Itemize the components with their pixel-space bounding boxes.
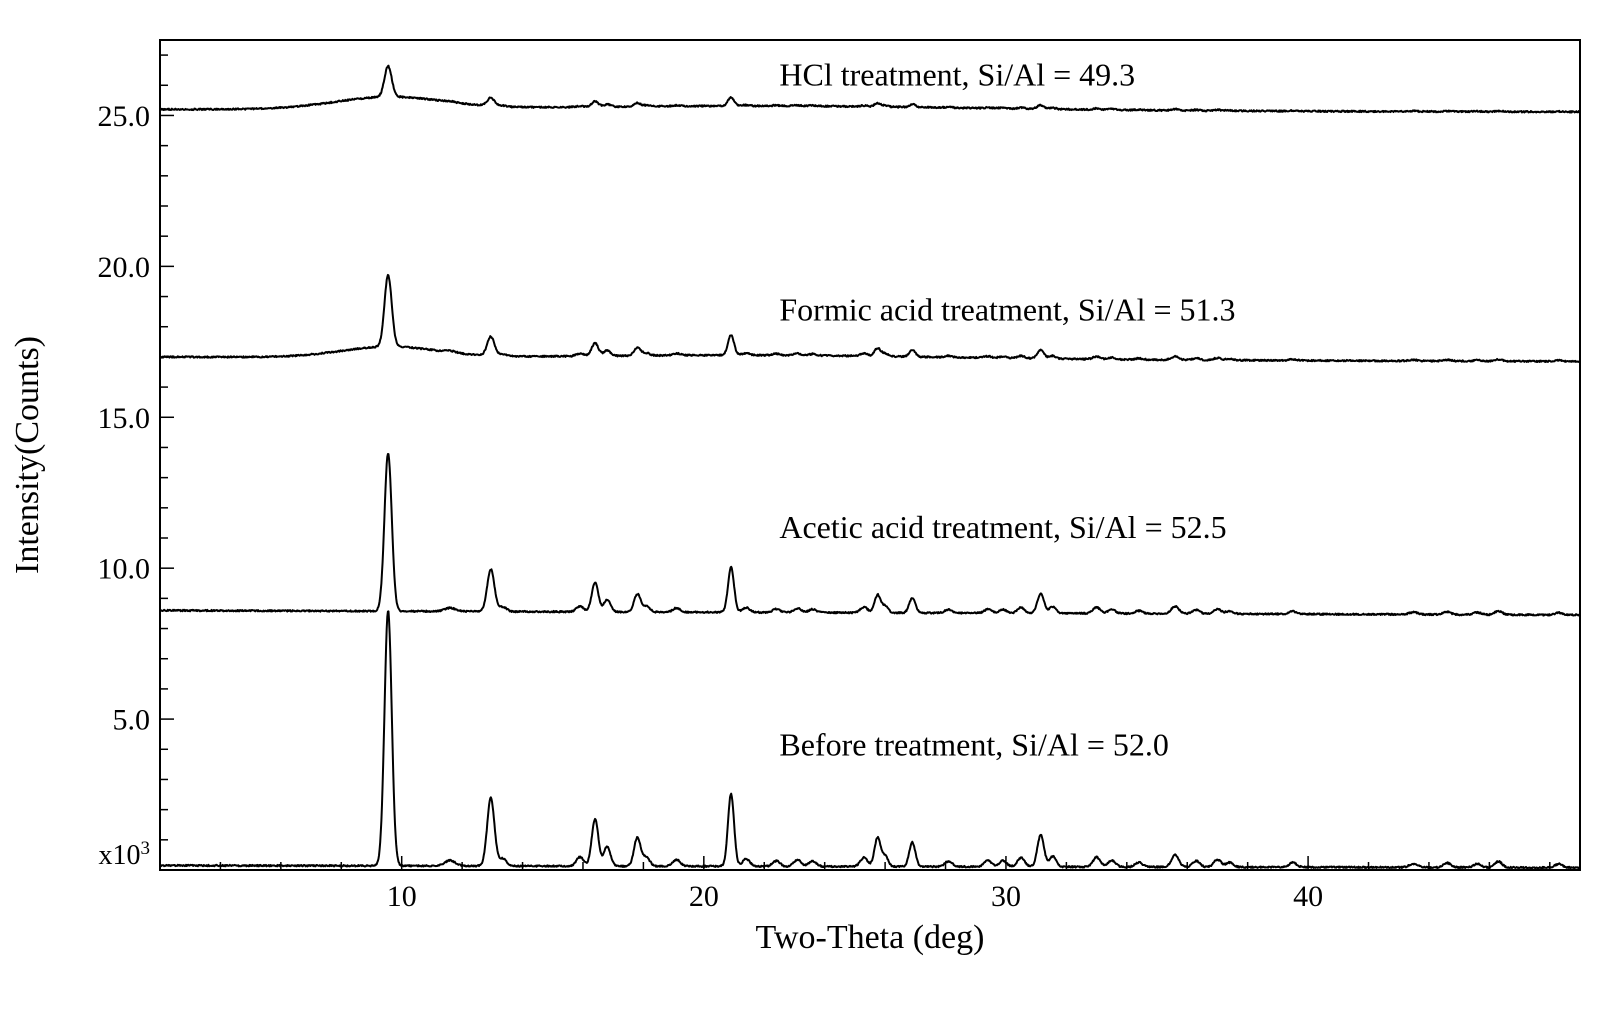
ytick-label: 20.0 xyxy=(98,251,151,284)
xtick-label: 30 xyxy=(991,880,1021,913)
xtick-label: 10 xyxy=(387,880,417,913)
trace-annotation: Acetic acid treatment, Si/Al = 52.5 xyxy=(779,509,1226,545)
xtick-label: 40 xyxy=(1293,880,1323,913)
ytick-label: 5.0 xyxy=(113,704,151,737)
x-axis-label: Two-Theta (deg) xyxy=(756,919,985,956)
trace-annotation: HCl treatment, Si/Al = 49.3 xyxy=(779,56,1135,92)
trace-annotation: Formic acid treatment, Si/Al = 51.3 xyxy=(779,292,1235,328)
trace-annotation: Before treatment, Si/Al = 52.0 xyxy=(779,726,1169,762)
ytick-label: 10.0 xyxy=(98,553,151,586)
xtick-label: 20 xyxy=(689,880,719,913)
xrd-chart: 10 20 30 40 Two-Theta (deg) 5.0 10.0 15.0 20.0 25… xyxy=(0,0,1620,1022)
ytick-label: 25.0 xyxy=(98,100,151,133)
ytick-label: 15.0 xyxy=(98,402,151,435)
y-axis-label: Intensity(Counts) xyxy=(9,336,46,574)
